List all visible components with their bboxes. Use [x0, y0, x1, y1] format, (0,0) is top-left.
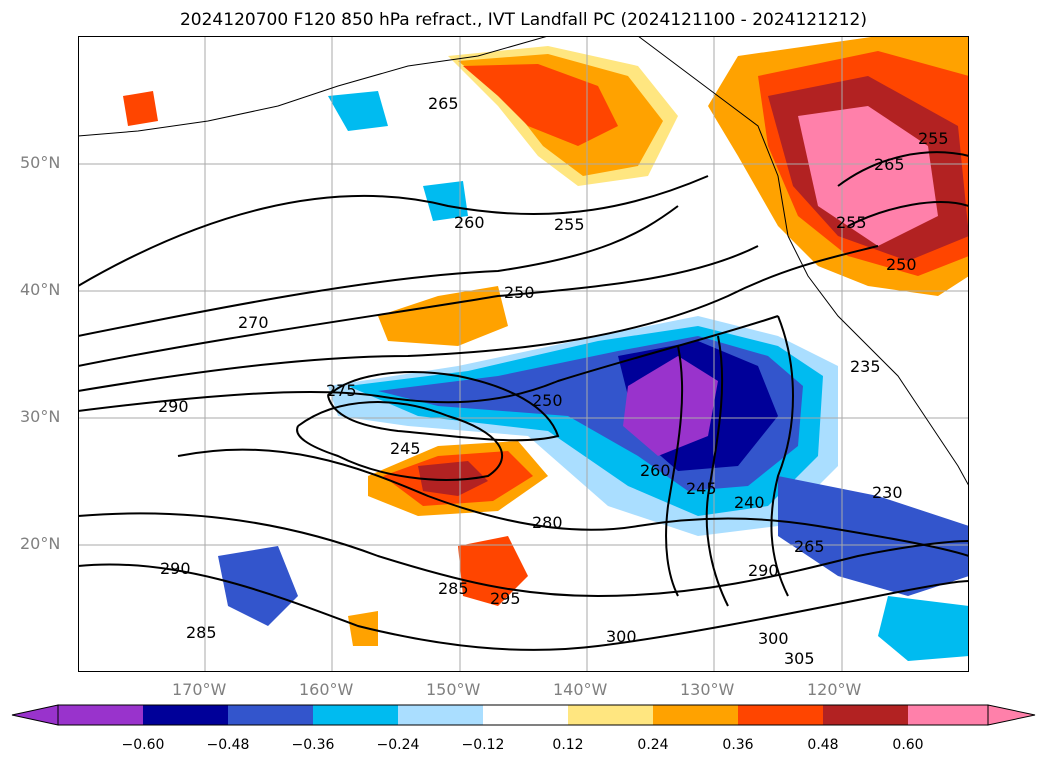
contour-label: 255 — [554, 215, 585, 234]
colorbar-tick-label: −0.36 — [291, 737, 335, 753]
lon-label: 140°W — [553, 680, 608, 699]
colorbar-segment — [313, 705, 398, 725]
contour-label: 300 — [606, 627, 637, 646]
contour-label: 280 — [532, 513, 563, 532]
contour-label-group: 265 260 255 250 270 290 275 250 245 260 … — [158, 94, 949, 668]
contour-label: 295 — [490, 589, 521, 608]
map-panel: 265 260 255 250 270 290 275 250 245 260 … — [78, 36, 969, 672]
contour-label: 285 — [186, 623, 217, 642]
negative-anomaly-region — [218, 546, 298, 626]
lat-label: 30°N — [20, 407, 61, 426]
positive-anomaly-region — [463, 64, 618, 146]
contour-label: 270 — [238, 313, 269, 332]
colorbar-tick-label: 0.48 — [807, 737, 839, 753]
contour-label: 235 — [850, 357, 881, 376]
colorbar-high-extension — [987, 704, 1036, 726]
lat-label: 40°N — [20, 280, 61, 299]
colorbar-tick-label: 0.36 — [722, 737, 754, 753]
colorbar-tick-label: −0.12 — [461, 737, 505, 753]
colorbar-segment — [483, 705, 568, 725]
negative-anomaly-region — [623, 356, 718, 456]
contour-label: 290 — [158, 397, 189, 416]
lat-label: 20°N — [20, 534, 61, 553]
lon-label: 120°W — [807, 680, 862, 699]
contour-label: 290 — [748, 561, 779, 580]
contour-label: 265 — [874, 155, 905, 174]
colorbar-segment — [738, 705, 823, 725]
positive-anomaly-region — [348, 611, 378, 646]
contour-label: 245 — [390, 439, 421, 458]
lat-label: 50°N — [20, 153, 61, 172]
colorbar-tick-label: 0.24 — [637, 737, 669, 753]
contour-label: 245 — [686, 479, 717, 498]
contour-label: 260 — [640, 461, 671, 480]
map-border — [78, 36, 969, 672]
contour-label: 230 — [872, 483, 903, 502]
positive-anomaly-region — [123, 91, 158, 126]
refractivity-contours — [78, 151, 969, 651]
contour-label: 305 — [784, 649, 815, 668]
contour-label: 290 — [160, 559, 191, 578]
lon-label: 160°W — [299, 680, 354, 699]
colorbar-tick-label: −0.24 — [376, 737, 420, 753]
colorbar-tick-label: 0.60 — [892, 737, 924, 753]
contour-label: 255 — [836, 213, 867, 232]
positive-anomaly-region — [378, 286, 508, 346]
colorbar-segment — [58, 705, 143, 725]
colorbar-tick-label: −0.60 — [121, 737, 165, 753]
chart-title: 2024120700 F120 850 hPa refract., IVT La… — [179, 10, 867, 30]
negative-anomaly-region — [423, 181, 468, 221]
negative-anomaly-region — [878, 596, 969, 661]
lon-label: 130°W — [680, 680, 735, 699]
contour-label: 250 — [532, 391, 563, 410]
contour-label: 240 — [734, 493, 765, 512]
negative-anomaly-region — [328, 91, 388, 131]
colorbar-segment — [398, 705, 483, 725]
colorbar-tick-label: 0.12 — [552, 737, 584, 753]
coastline — [78, 36, 969, 487]
lon-label: 170°W — [172, 680, 227, 699]
colorbar-segment — [228, 705, 313, 725]
colorbar-segment — [568, 705, 653, 725]
contour-label: 260 — [454, 213, 485, 232]
colorbar-low-extension — [11, 704, 59, 726]
colorbar-segment — [653, 705, 738, 725]
colorbar-segment — [143, 705, 228, 725]
contour-label: 275 — [326, 381, 357, 400]
colorbar-segment — [823, 705, 908, 725]
colorbar — [11, 704, 1036, 726]
contour-label: 265 — [428, 94, 459, 113]
colorbar-tick-label: −0.48 — [206, 737, 250, 753]
contour-label: 265 — [794, 537, 825, 556]
positive-anomaly-region — [418, 461, 488, 496]
positive-anomaly-region — [798, 106, 938, 246]
contour-label: 255 — [918, 129, 949, 148]
lon-label: 150°W — [426, 680, 481, 699]
contour-label: 300 — [758, 629, 789, 648]
contour-label: 285 — [438, 579, 469, 598]
contour-label: 250 — [504, 283, 535, 302]
colorbar-segment — [908, 705, 988, 725]
contour-label: 250 — [886, 255, 917, 274]
